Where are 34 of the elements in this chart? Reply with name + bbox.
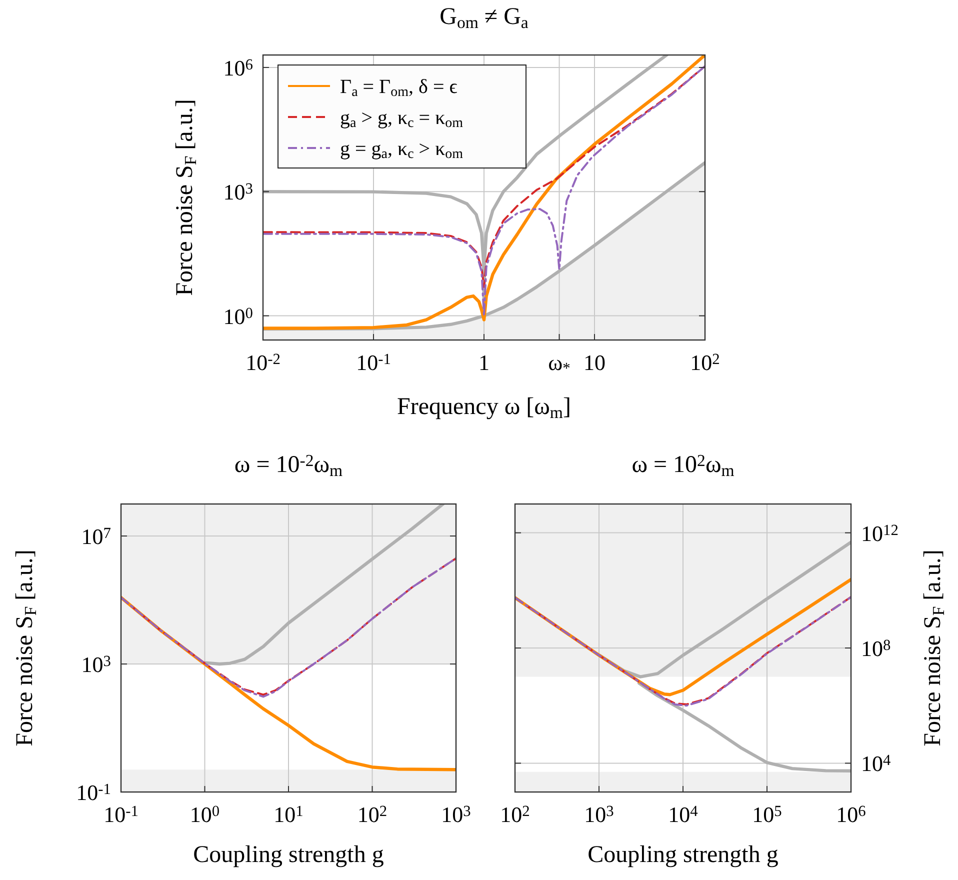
x-axis-title: Coupling strength g	[193, 842, 384, 868]
legend-label: g = g$_{a}$, κ$_{c}$ > κ$_{om}$	[340, 138, 464, 162]
chart-title: G$_{om}$ ≠ G$_{a}$	[440, 4, 529, 32]
legend-label: g$_{a}$ > g, κ$_{c}$ = κ$_{om}$	[340, 107, 464, 132]
y-tick-label: 10$^{3}$	[81, 652, 112, 677]
x-tick-label: 10$^{4}$	[668, 802, 698, 827]
x-tick-label: 10$^{-1}$	[356, 350, 391, 375]
y-tick-label: 10$^{6}$	[223, 55, 254, 80]
y-tick-label: 10$^{3}$	[223, 180, 254, 205]
x-tick-label: 10$^{6}$	[836, 802, 866, 827]
x-axis-title: Coupling strength g	[588, 842, 778, 868]
x-tick-label: 10$^{0}$	[190, 802, 220, 827]
legend-label: Γ$_{a}$ = Γ$_{om}$, δ = ϵ	[340, 76, 458, 100]
y-tick-label: 10$^{8}$	[861, 636, 891, 661]
x-tick-label: 1	[478, 350, 490, 375]
x-axis-title: Frequency ω [ω$_{m}$]	[397, 394, 571, 422]
chart-title: ω = 10$^{-2}$ω$_{m}$	[234, 450, 343, 480]
y-tick-label: 10$^{0}$	[223, 304, 254, 329]
x-tick-label: 10	[584, 350, 606, 375]
x-tick-label: 10$^{2}$	[500, 802, 530, 827]
y-tick-label: 10$^{7}$	[81, 524, 112, 549]
x-tick-label: 10$^{-2}$	[246, 350, 280, 375]
x-tick-label: ω$_{*}$	[548, 350, 570, 378]
x-tick-label: 10$^{3}$	[441, 802, 472, 827]
x-tick-label: 10$^{2}$	[357, 802, 388, 827]
y-tick-label: 10$^{4}$	[861, 751, 891, 776]
x-tick-label: 10$^{2}$	[690, 350, 720, 375]
x-tick-label: 10$^{5}$	[752, 802, 782, 827]
chart-title: ω = 10$^{2}$ω$_{m}$	[632, 450, 734, 480]
y-tick-label: 10$^{12}$	[861, 520, 898, 546]
x-tick-label: 10$^{3}$	[584, 802, 614, 827]
y-tick-label: 10$^{-1}$	[76, 780, 111, 805]
x-tick-label: 10$^{-1}$	[104, 802, 138, 827]
x-tick-label: 10$^{1}$	[274, 802, 304, 827]
